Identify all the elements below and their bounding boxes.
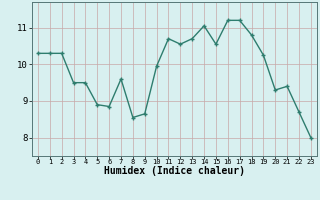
X-axis label: Humidex (Indice chaleur): Humidex (Indice chaleur) bbox=[104, 166, 245, 176]
